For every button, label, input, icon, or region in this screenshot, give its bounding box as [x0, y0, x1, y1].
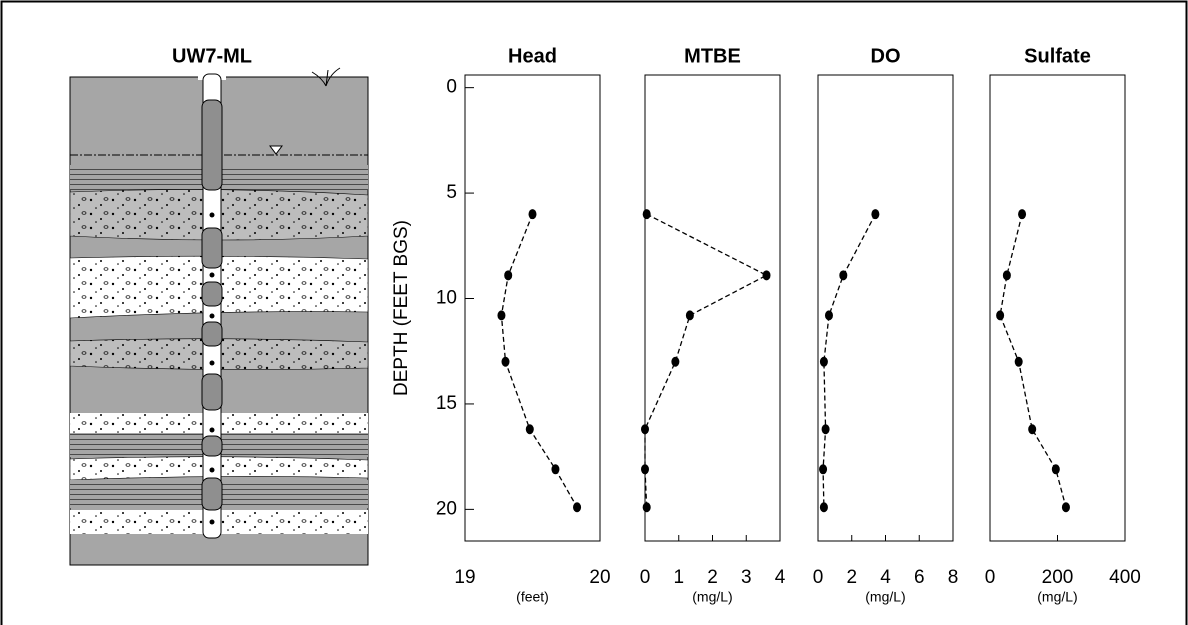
panel-title: Head	[508, 45, 557, 67]
data-point	[504, 270, 513, 281]
data-point	[641, 464, 649, 475]
x-tick-label: 2	[707, 567, 718, 588]
x-axis-unit: (mg/L)	[692, 589, 732, 605]
data-point	[525, 424, 534, 435]
data-point	[819, 356, 828, 367]
y-tick-label: 10	[436, 288, 457, 309]
data-point	[528, 209, 537, 220]
data-point	[1051, 464, 1060, 475]
plot-frame	[464, 74, 601, 542]
y-tick-label: 20	[436, 498, 457, 519]
data-point	[1002, 270, 1011, 281]
data-point	[642, 502, 651, 513]
data-point	[996, 310, 1005, 321]
well-diagram: UW7-ML	[69, 45, 369, 566]
y-axis-label: DEPTH (FEET BGS)	[391, 220, 412, 396]
x-tick-label: 2	[846, 567, 857, 588]
x-tick-label: 6	[914, 567, 925, 588]
panel-title: DO	[871, 45, 901, 67]
x-tick-label: 20	[589, 567, 610, 588]
x-tick-label: 0	[640, 567, 651, 588]
plot-frame	[817, 74, 954, 542]
x-axis-unit: (mg/L)	[865, 589, 905, 605]
data-point	[1061, 502, 1070, 513]
profile-line	[644, 213, 768, 508]
data-point	[839, 270, 848, 281]
data-point	[824, 310, 833, 321]
y-tick-label: 5	[446, 182, 457, 203]
data-point	[501, 356, 510, 367]
well-title: UW7-ML	[172, 45, 252, 67]
data-point	[497, 310, 506, 321]
data-point	[685, 310, 694, 321]
data-point	[551, 464, 560, 475]
data-point	[871, 209, 880, 220]
data-point	[821, 424, 830, 435]
data-point	[641, 424, 649, 435]
x-tick-label: 3	[741, 567, 752, 588]
x-axis-unit: (feet)	[516, 589, 549, 605]
data-point	[573, 502, 582, 513]
panel-title: Sulfate	[1024, 45, 1091, 67]
plot-frame	[644, 74, 781, 542]
x-tick-label: 8	[948, 567, 959, 588]
y-tick-label: 0	[446, 77, 457, 98]
data-point	[642, 209, 651, 220]
x-tick-label: 200	[1042, 567, 1074, 588]
x-tick-label: 19	[454, 567, 475, 588]
x-tick-label: 400	[1109, 567, 1141, 588]
data-point	[819, 502, 828, 513]
panel-title: MTBE	[684, 45, 741, 67]
profile-line	[822, 213, 876, 508]
x-axis-unit: (mg/L)	[1037, 589, 1077, 605]
data-point	[671, 356, 680, 367]
profile-line	[999, 214, 1067, 508]
data-point	[819, 464, 828, 475]
x-tick-label: 0	[813, 567, 824, 588]
x-tick-label: 1	[673, 567, 684, 588]
data-point	[1014, 356, 1023, 367]
y-tick-label: 15	[436, 393, 457, 414]
data-point	[1028, 424, 1037, 435]
profile-line	[500, 213, 578, 508]
x-tick-label: 0	[985, 567, 996, 588]
data-point	[762, 270, 771, 281]
data-point	[1018, 209, 1027, 220]
x-tick-label: 4	[775, 567, 786, 588]
x-tick-label: 4	[880, 567, 891, 588]
